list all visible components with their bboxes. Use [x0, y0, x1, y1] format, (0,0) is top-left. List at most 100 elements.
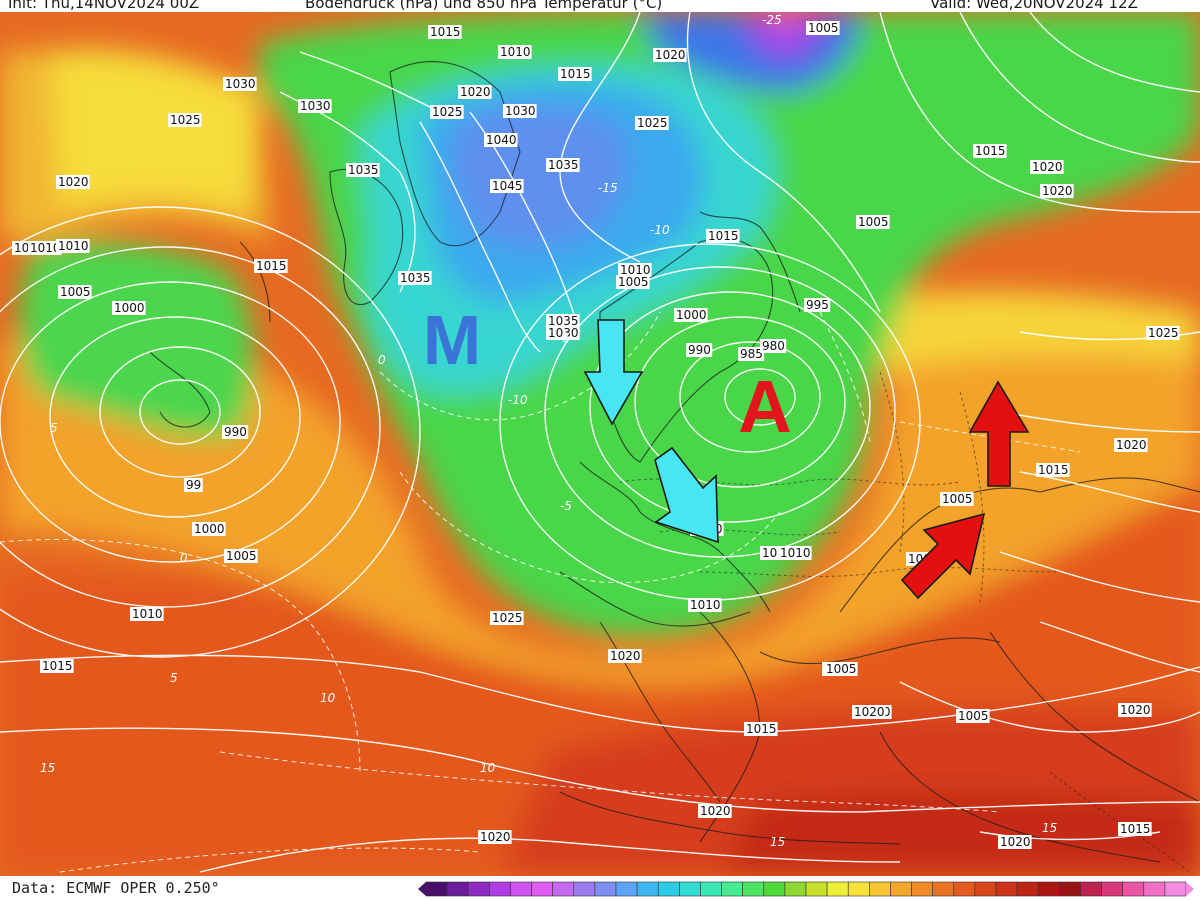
- pressure-label: 1020: [1032, 160, 1063, 174]
- pressure-label-bg: [698, 804, 732, 818]
- pressure-label-bg: [28, 241, 62, 255]
- pressure-label-bg: [852, 705, 886, 719]
- pressure-label: 1010: [500, 45, 531, 59]
- scale-swatch: [594, 881, 617, 897]
- pressure-label-bg: [298, 99, 332, 113]
- pressure-label: 1010: [690, 598, 721, 612]
- pressure-label: 1005: [60, 285, 91, 299]
- scale-swatch: [489, 881, 511, 897]
- temperature-label: -25: [762, 13, 782, 27]
- pressure-label: 1005: [618, 275, 649, 289]
- pressure-label: 1025: [492, 611, 523, 625]
- pressure-label-bg: [546, 158, 580, 172]
- pressure-label-bg: [58, 285, 92, 299]
- pressure-label-bg: [1040, 184, 1074, 198]
- temperature-label: 5: [170, 671, 178, 685]
- pressure-label-bg: [1114, 438, 1148, 452]
- pressure-label-bg: [192, 522, 226, 536]
- pressure-label: 985: [740, 347, 763, 361]
- pressure-label: 1005: [958, 709, 989, 723]
- temperature-color-scale: [418, 881, 1194, 897]
- pressure-label-bg: [222, 425, 249, 439]
- pressure-label: 1020: [655, 48, 686, 62]
- pressure-label: 1020: [854, 705, 885, 719]
- scale-swatch: [531, 881, 553, 897]
- scale-swatch: [573, 881, 596, 897]
- pressure-label: 1020: [1116, 438, 1147, 452]
- scale-arrow-right: [1186, 882, 1194, 896]
- pressure-label: 1015: [708, 229, 739, 243]
- pressure-label-bg: [168, 113, 202, 127]
- warm-air-arrow-north: [968, 380, 1030, 487]
- pressure-label: 99: [186, 478, 201, 492]
- pressure-label-bg: [56, 175, 90, 189]
- weather-map: 1005101510101010102010151030102010301025…: [0, 12, 1200, 876]
- scale-swatch: [700, 881, 722, 897]
- pressure-label-bg: [346, 163, 380, 177]
- pressure-label: 1010: [620, 263, 651, 277]
- pressure-label-bg: [112, 301, 146, 315]
- pressure-label: 1030: [505, 104, 536, 118]
- pressure-label: 1015: [975, 144, 1006, 158]
- pressure-labels: 1005101510101010102010151030102010301025…: [12, 21, 1180, 849]
- high-pressure-symbol: A: [738, 365, 791, 448]
- pressure-label-bg: [653, 48, 687, 62]
- pressure-label: 1005: [826, 662, 857, 676]
- pressure-label: 1010: [30, 241, 61, 255]
- pressure-label: 1010: [780, 546, 811, 560]
- scale-swatch: [995, 881, 1018, 897]
- scale-swatch: [1122, 881, 1145, 897]
- scale-swatch: [1101, 881, 1123, 897]
- temperature-label: -5: [558, 331, 570, 345]
- pressure-label-bg: [184, 478, 203, 492]
- pressure-label: 1035: [548, 314, 579, 328]
- scale-swatch: [721, 881, 743, 897]
- temperature-label: -10: [650, 223, 670, 237]
- pressure-label-bg: [618, 263, 652, 277]
- pressure-label-bg: [490, 611, 524, 625]
- pressure-label: 1015: [1038, 463, 1069, 477]
- scale-swatch: [425, 881, 448, 897]
- scale-swatch: [657, 881, 680, 897]
- pressure-label: 1030: [548, 326, 579, 340]
- cold-air-arrow-north: [583, 319, 644, 426]
- scale-swatch: [679, 881, 701, 897]
- pressure-label: 1005: [808, 21, 839, 35]
- pressure-label: 1005: [942, 492, 973, 506]
- pressure-label: 1015: [42, 659, 73, 673]
- pressure-label-bg: [1118, 703, 1152, 717]
- pressure-label: 1020: [610, 649, 641, 663]
- temperature-label: 5: [50, 421, 58, 435]
- temperature-label: 15: [1042, 821, 1057, 835]
- pressure-label-bg: [546, 326, 580, 340]
- temperature-label: 0: [180, 551, 188, 565]
- temperature-label: -5: [560, 499, 572, 513]
- pressure-label-bg: [503, 104, 537, 118]
- scale-swatch: [467, 881, 490, 897]
- pressure-label: 1030: [225, 77, 256, 91]
- pressure-label-bg: [738, 347, 765, 361]
- pressure-label-bg: [608, 649, 642, 663]
- footer-bar: Data: ECMWF OPER 0.250°: [0, 876, 1200, 900]
- pressure-label: 1015: [746, 722, 777, 736]
- scale-swatch: [742, 881, 765, 897]
- pressure-label-bg: [778, 546, 812, 560]
- pressure-label-bg: [956, 709, 990, 723]
- pressure-label-bg: [458, 85, 492, 99]
- pressure-label: 1025: [170, 113, 201, 127]
- scale-swatch: [1037, 881, 1060, 897]
- pressure-label-bg: [546, 314, 580, 328]
- scale-swatch: [1059, 881, 1081, 897]
- scale-swatch: [510, 881, 532, 897]
- pressure-label-bg: [856, 215, 890, 229]
- scale-swatch: [1016, 881, 1039, 897]
- pressure-label-bg: [224, 549, 258, 563]
- pressure-label-bg: [973, 144, 1007, 158]
- pressure-label: 1025: [432, 105, 463, 119]
- temperature-label: 15: [40, 761, 55, 775]
- temperature-label: 10: [320, 691, 336, 705]
- pressure-label: 1035: [400, 271, 431, 285]
- pressure-label-bg: [1146, 326, 1180, 340]
- pressure-label: 1020: [1042, 184, 1073, 198]
